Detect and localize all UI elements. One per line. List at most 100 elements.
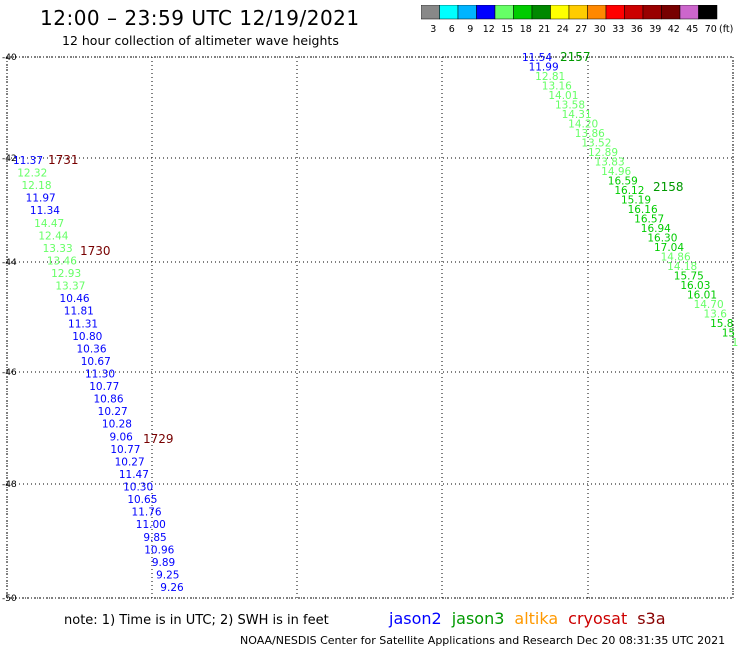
swh-label: 10.67	[81, 356, 111, 368]
y-tick-label: -40	[2, 53, 17, 63]
scale-label: 9	[467, 24, 473, 35]
swh-label: 16.59	[608, 176, 638, 188]
scale-label: 33	[612, 24, 624, 35]
swh-label: 16.03	[680, 280, 710, 292]
swh-label: 11.76	[132, 507, 162, 519]
swh-label: 10.30	[123, 482, 153, 494]
swh-label: 13.37	[55, 281, 85, 293]
swh-label: 10.86	[93, 394, 123, 406]
scale-label: 36	[631, 24, 643, 35]
swh-label: 10.36	[76, 343, 106, 355]
scale-label: 39	[649, 24, 661, 35]
scale-label: 27	[575, 24, 587, 35]
swh-label: 14.20	[568, 119, 598, 131]
swh-label: 15.8	[710, 318, 733, 330]
y-tick-label: -42	[2, 154, 17, 164]
swh-label: 11.30	[85, 369, 115, 381]
swh-label: 9.25	[156, 569, 179, 581]
scale-label: 24	[557, 24, 569, 35]
map-subtitle: 12 hour collection of altimeter wave hei…	[62, 33, 339, 48]
swh-label: 16.94	[641, 223, 671, 235]
time-label: 1731	[48, 153, 79, 167]
swh-label: 13.58	[555, 100, 585, 112]
swh-label: 9.26	[160, 582, 184, 594]
swh-label: 12.81	[535, 71, 565, 83]
swh-label: 17.04	[654, 242, 684, 254]
swh-label: 13.16	[542, 81, 572, 93]
swh-label: 12.89	[588, 147, 618, 159]
swh-label: 12.18	[21, 180, 51, 192]
scale-label: 70	[705, 24, 717, 35]
swh-label: 9.85	[143, 532, 166, 544]
scale-label: 6	[449, 24, 455, 35]
scale-label: 18	[520, 24, 532, 35]
swh-label: 11.31	[68, 318, 98, 330]
y-tick-label: -46	[2, 368, 17, 378]
scale-swatch	[698, 5, 718, 20]
swh-label: 13.6	[704, 309, 728, 321]
satellite-legend: jason2 jason3 altika cryosat s3a	[389, 609, 676, 628]
swh-label: 11.99	[529, 62, 559, 74]
legend-jason3: jason3	[451, 609, 505, 628]
swh-label: 15.75	[674, 271, 704, 283]
swh-label: 14.86	[661, 252, 691, 264]
swh-label: 9.89	[152, 557, 175, 569]
swh-label: 11.54	[522, 52, 552, 64]
scale-label: 21	[538, 24, 550, 35]
swh-label: 10.96	[144, 544, 174, 556]
map-title: 12:00 – 23:59 UTC 12/19/2021	[40, 6, 360, 30]
swh-label: 12.32	[17, 168, 47, 180]
scale-label: 30	[594, 24, 606, 35]
credit-line: NOAA/NESDIS Center for Satellite Applica…	[240, 634, 726, 647]
swh-label: 11.37	[13, 155, 43, 167]
y-tick-label: -44	[2, 258, 17, 268]
swh-label: 11.00	[136, 519, 166, 531]
swh-label: 14.70	[694, 299, 724, 311]
swh-label: 11.81	[64, 306, 94, 318]
swh-label: 11.34	[30, 205, 60, 217]
swh-label: 13.46	[47, 255, 77, 267]
swh-label: 11.47	[119, 469, 149, 481]
swh-label: 12.44	[38, 230, 68, 242]
swh-label: 14.31	[562, 109, 592, 121]
swh-label: 11.97	[26, 193, 56, 205]
swh-label: 16.12	[614, 185, 644, 197]
wave-height-map: 757881848790-40-42-44-46-48-5011.3712.32…	[2, 50, 739, 604]
swh-label: 13.86	[575, 128, 605, 140]
swh-label: 15	[722, 328, 735, 340]
swh-label: 10.46	[60, 293, 90, 305]
swh-label: 16.57	[634, 214, 664, 226]
legend-jason2: jason2	[389, 609, 442, 628]
scale-label: 15	[501, 24, 513, 35]
legend-s3a: s3a	[637, 609, 666, 628]
swh-label: 10.80	[72, 331, 102, 343]
scale-label: 3	[430, 24, 436, 35]
swh-label: 14.96	[601, 166, 631, 178]
y-tick-label: -48	[2, 480, 17, 490]
swh-label: 16.16	[628, 204, 658, 216]
time-label: 2157	[560, 50, 591, 64]
swh-label: 14.47	[34, 218, 64, 230]
swh-label: 10.28	[102, 419, 132, 431]
color-scale: 3 6 9 12 15 18 21 24 27 30 33 36 39 42 45 70 (ft)	[421, 5, 733, 35]
swh-label: 10.27	[115, 456, 145, 468]
time-label: 2158	[653, 180, 684, 194]
swh-label: 10.77	[110, 444, 140, 456]
footnote: note: 1) Time is in UTC; 2) SWH is in fe…	[64, 613, 329, 628]
scale-label: 42	[668, 24, 680, 35]
scale-label: 45	[686, 24, 698, 35]
swh-label: 12.93	[51, 268, 81, 280]
swh-label: 14.01	[548, 90, 578, 102]
swh-label: 13.52	[581, 138, 611, 150]
swh-label: 15.19	[621, 195, 651, 207]
swh-label: 16.01	[687, 290, 717, 302]
y-tick-label: -50	[2, 594, 17, 604]
swh-label: 10.77	[89, 381, 119, 393]
swh-label: 1	[732, 337, 739, 349]
swh-label: 10.27	[98, 406, 128, 418]
swh-label: 13.33	[43, 243, 73, 255]
scale-label: 12	[483, 24, 495, 35]
time-label: 1730	[80, 244, 111, 258]
legend-altika: altika	[514, 609, 559, 628]
legend-cryosat: cryosat	[568, 609, 628, 628]
